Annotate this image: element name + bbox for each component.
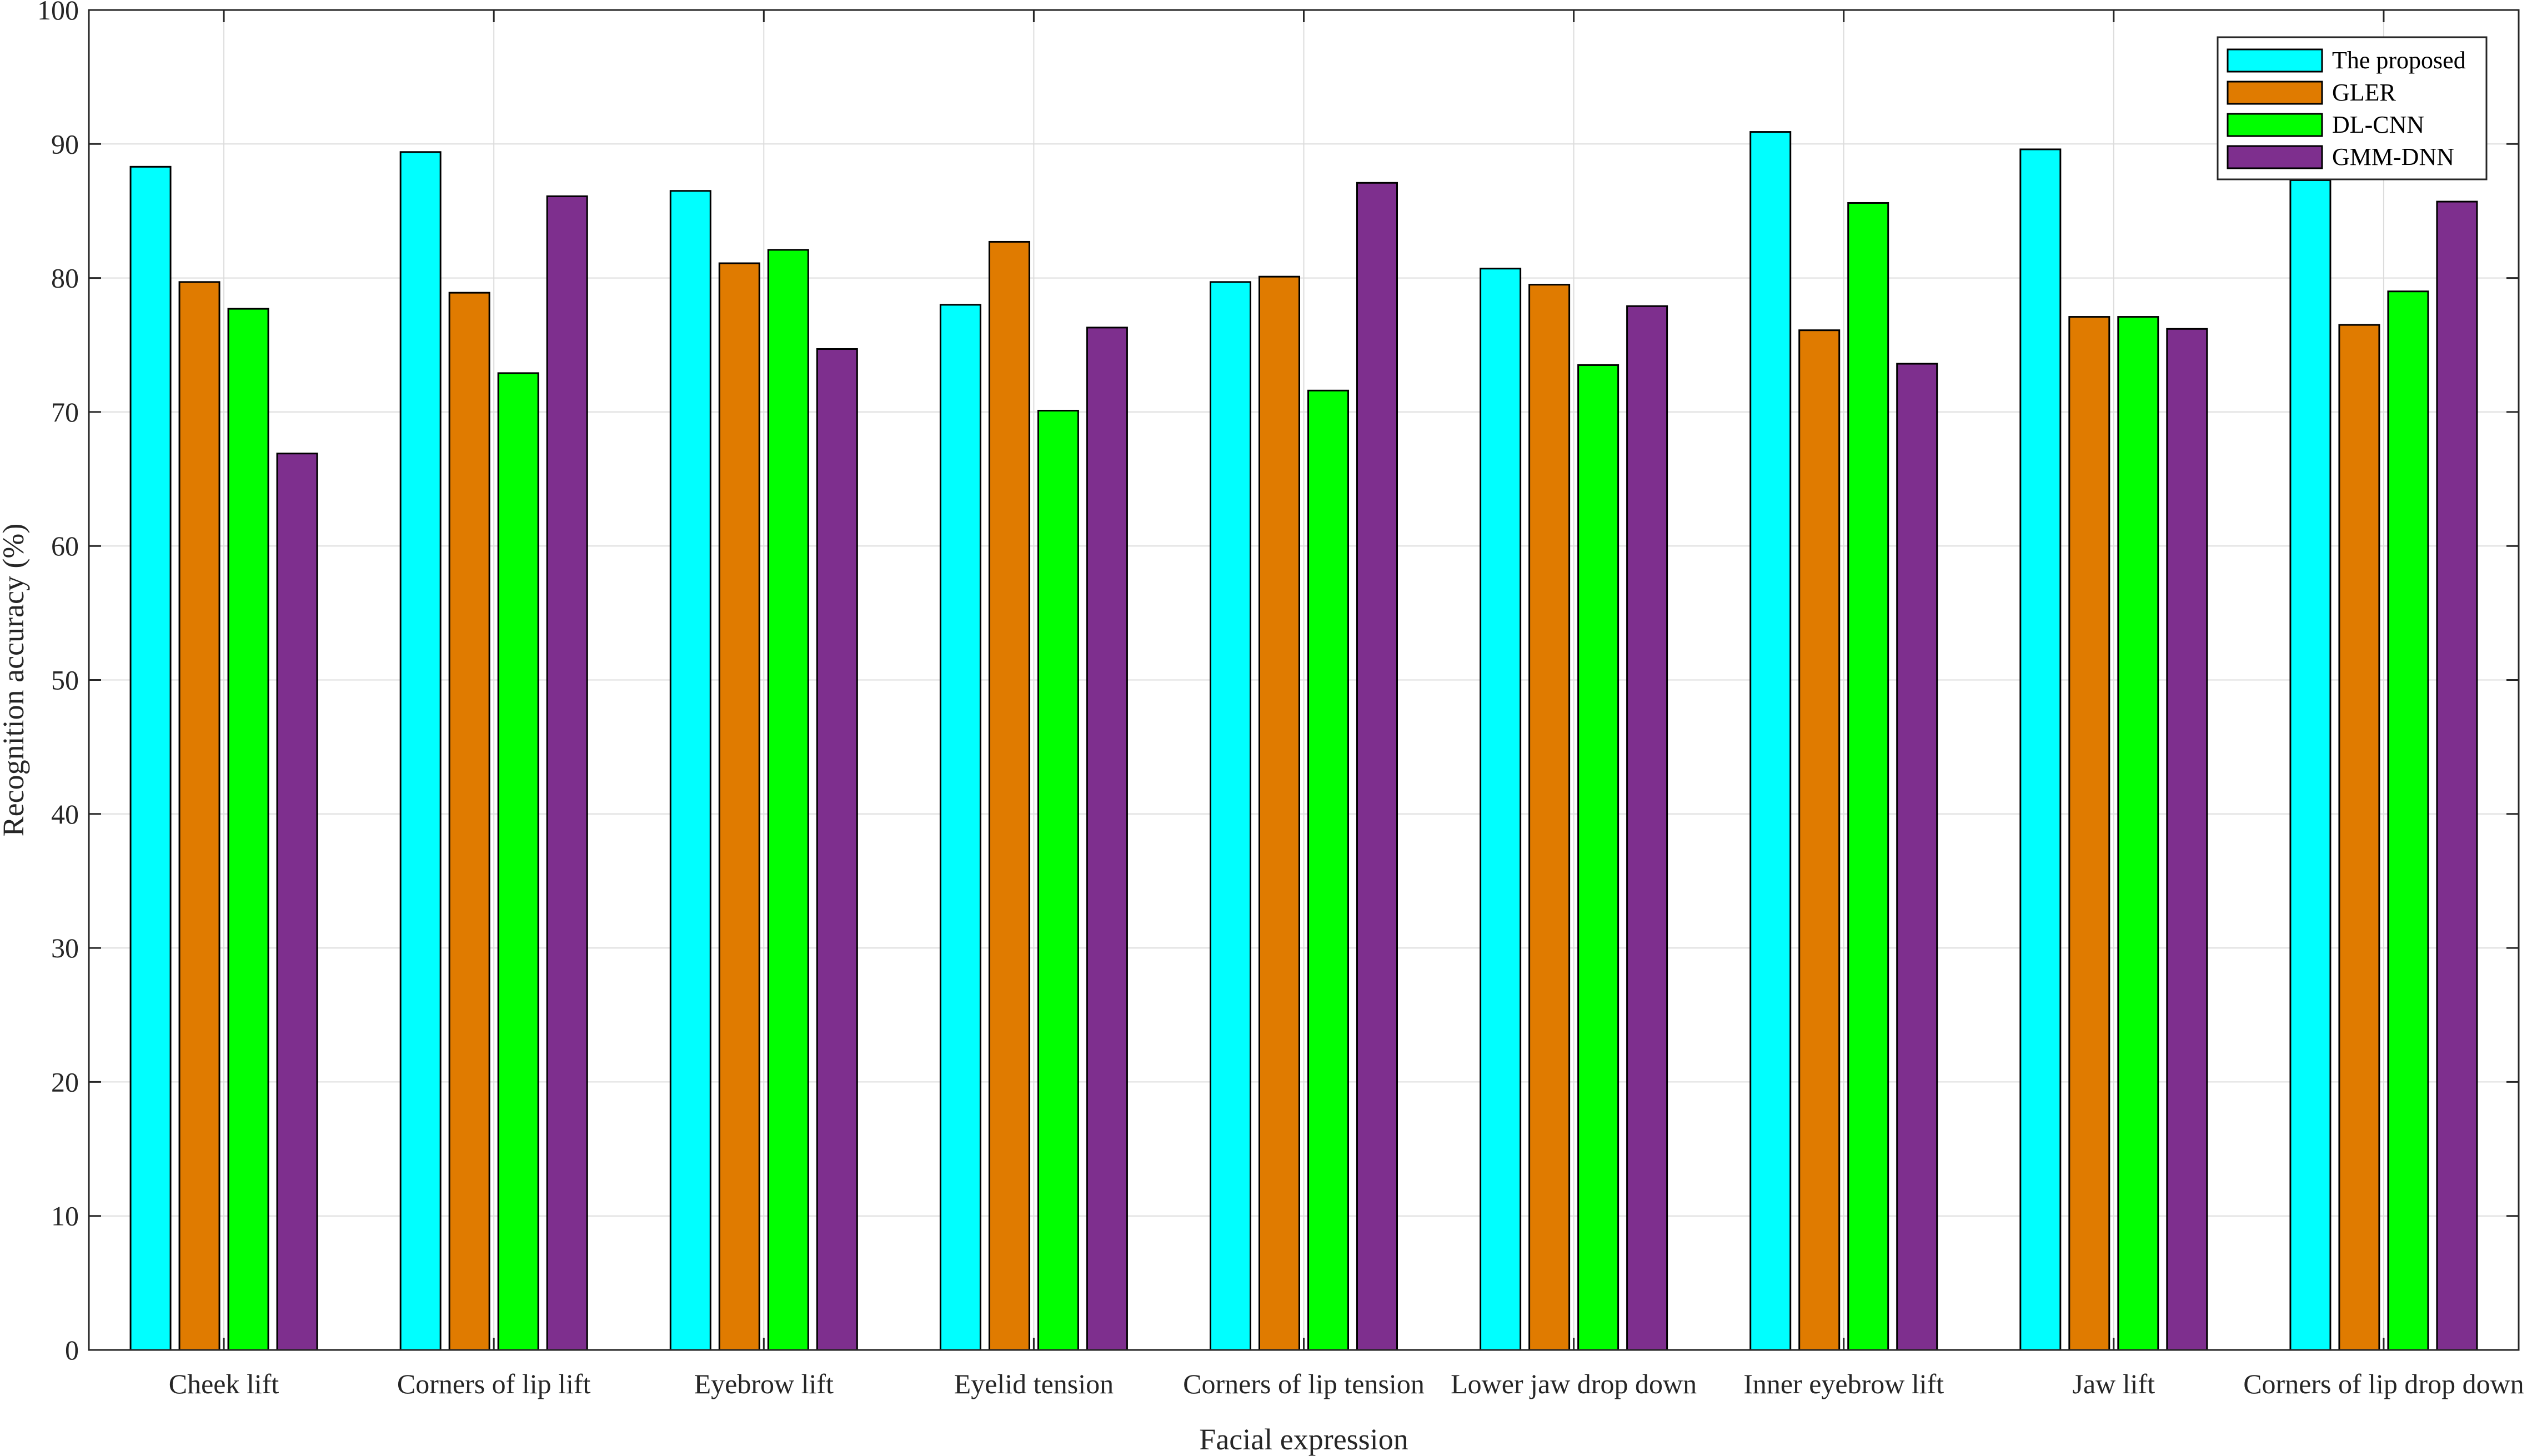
y-tick-label: 40 [51, 799, 79, 830]
bar-gler-4 [1259, 275, 1300, 1351]
bar-gmm-dnn-4 [1356, 182, 1398, 1351]
bar-gmm-dnn-1 [546, 195, 588, 1351]
bar-gmm-dnn-7 [2166, 328, 2208, 1351]
bar-gler-2 [718, 262, 760, 1351]
legend-swatch [2227, 81, 2323, 105]
axis-ticks [89, 9, 2519, 1351]
x-tick-label: Eyelid tension [954, 1368, 1114, 1399]
legend-label: GLER [2332, 79, 2396, 106]
bar-dl-cnn-4 [1307, 389, 1349, 1351]
legend-label: DL-CNN [2332, 111, 2424, 138]
legend-swatch [2227, 145, 2323, 169]
x-tick-label: Eyebrow lift [694, 1368, 834, 1399]
bar-dl-cnn-2 [767, 249, 809, 1351]
bar-dl-cnn-8 [2387, 290, 2429, 1351]
x-tick-label: Corners of lip lift [397, 1368, 591, 1399]
y-tick-label: 10 [51, 1201, 79, 1232]
y-tick-label: 0 [65, 1334, 79, 1365]
y-tick-label: 70 [51, 396, 79, 428]
bar-gler-1 [448, 292, 490, 1351]
bar-the-proposed-3 [939, 304, 981, 1351]
bar-gler-7 [2068, 316, 2110, 1351]
y-tick-label: 60 [51, 530, 79, 561]
bar-gmm-dnn-0 [276, 453, 318, 1351]
bar-dl-cnn-1 [497, 372, 539, 1351]
bar-dl-cnn-3 [1037, 409, 1079, 1351]
bar-gmm-dnn-2 [816, 348, 858, 1351]
bar-dl-cnn-0 [227, 308, 269, 1351]
bar-the-proposed-6 [1749, 131, 1792, 1351]
bar-the-proposed-8 [2289, 179, 2332, 1351]
bar-gler-8 [2338, 324, 2380, 1351]
y-tick-label: 50 [51, 665, 79, 696]
legend-label: GMM-DNN [2332, 143, 2454, 170]
x-tick-label: Jaw lift [2073, 1368, 2155, 1399]
bar-gmm-dnn-5 [1626, 305, 1668, 1351]
bar-gler-5 [1528, 284, 1571, 1351]
bar-the-proposed-2 [669, 190, 711, 1351]
bar-the-proposed-7 [2019, 148, 2062, 1351]
x-axis-title: Facial expression [1199, 1423, 1408, 1456]
x-tick-label: Cheek lift [169, 1368, 279, 1399]
y-tick-label: 100 [37, 0, 79, 26]
y-tick-label: 30 [51, 932, 79, 963]
bar-gler-3 [988, 240, 1030, 1351]
bar-gler-0 [178, 281, 220, 1351]
bar-gmm-dnn-8 [2436, 200, 2478, 1351]
y-tick-label: 20 [51, 1066, 79, 1097]
y-axis-title: Recognition accuracy (%) [0, 524, 30, 837]
legend: The proposed GLER DL-CNN GMM-DNN [2217, 36, 2488, 180]
bar-the-proposed-0 [129, 165, 172, 1351]
x-tick-label: Corners of lip tension [1183, 1368, 1425, 1399]
grid-lines [89, 10, 2519, 1350]
y-tick-label: 80 [51, 263, 79, 294]
x-tick-label: Inner eyebrow lift [1743, 1368, 1944, 1399]
bar-dl-cnn-6 [1847, 202, 1889, 1351]
y-tick-label: 90 [51, 128, 79, 159]
bar-gler-6 [1798, 329, 1841, 1351]
x-tick-label: Lower jaw drop down [1451, 1368, 1697, 1399]
legend-label: The proposed [2332, 47, 2466, 74]
bar-the-proposed-4 [1210, 281, 1251, 1351]
bar-dl-cnn-5 [1577, 364, 1620, 1351]
tick-labels: 0 10 20 30 40 50 60 70 80 90 100 Cheek lift Corners … [37, 0, 2524, 1399]
bar-the-proposed-5 [1480, 268, 1522, 1351]
bar-gmm-dnn-6 [1896, 363, 1938, 1351]
legend-swatch [2227, 113, 2323, 137]
bar-dl-cnn-7 [2117, 316, 2159, 1351]
bar-gmm-dnn-3 [1086, 327, 1128, 1351]
legend-swatch [2227, 48, 2323, 73]
bar-the-proposed-1 [399, 151, 442, 1351]
x-tick-label: Corners of lip drop down [2243, 1368, 2524, 1399]
